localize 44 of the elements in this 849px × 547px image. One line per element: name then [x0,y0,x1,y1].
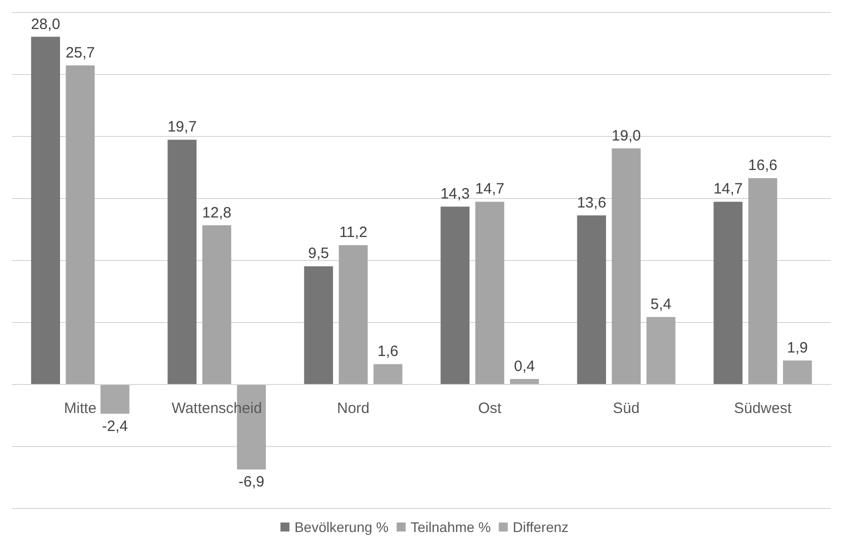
bar [31,36,60,384]
data-label: 1,6 [378,343,398,360]
data-label: 14,3 [440,186,470,203]
data-label: 5,4 [650,296,672,314]
x-tick-label: Süd [612,400,640,417]
bar [168,140,197,384]
legend-label: Bevölkerung % [294,519,389,535]
bar [612,148,641,384]
bar [338,245,368,384]
bar [782,360,812,384]
legend-label: Teilnahme % [410,519,491,535]
bar [202,225,232,384]
bar [510,379,539,384]
data-label: 28,0 [30,16,60,33]
data-label: 1,9 [787,339,808,356]
data-label: 14,7 [475,180,504,198]
data-label: 25,7 [66,44,95,62]
bar [373,364,402,384]
data-label: 0,4 [514,358,535,376]
data-label: -6,9 [238,474,264,491]
data-label: 13,6 [576,194,606,212]
x-tick-label: Ost [478,400,502,417]
bar [577,215,606,384]
data-label: 16,6 [748,157,778,174]
x-tick-label: Nord [336,400,370,417]
legend-label: Differenz [512,519,569,535]
x-tick-label: Mitte [64,400,97,417]
x-tick-label: Südwest [734,400,792,417]
data-label: -2,4 [102,418,128,435]
bar [304,266,334,384]
data-label: 14,7 [713,180,743,198]
bar [475,202,504,384]
data-label: 11,2 [339,224,368,242]
x-tick-label: Wattenscheid [172,400,262,417]
bar [646,317,676,384]
bar [66,65,95,384]
data-label: 12,8 [202,204,232,222]
data-label: 9,5 [308,245,329,262]
bar [440,206,470,384]
bar [714,202,743,384]
data-label: 19,7 [167,118,197,136]
bar [100,384,130,414]
data-label: 19,0 [612,127,641,144]
bar [748,178,778,384]
